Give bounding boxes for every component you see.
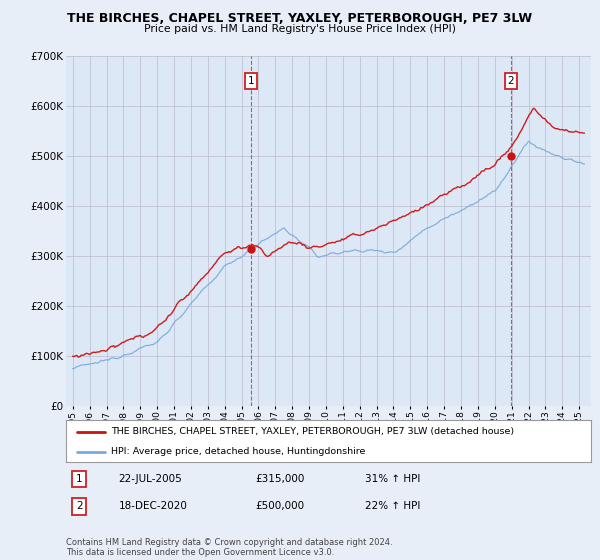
Text: 22-JUL-2005: 22-JUL-2005: [119, 474, 182, 484]
Text: 1: 1: [76, 474, 82, 484]
Text: THE BIRCHES, CHAPEL STREET, YAXLEY, PETERBOROUGH, PE7 3LW (detached house): THE BIRCHES, CHAPEL STREET, YAXLEY, PETE…: [110, 427, 514, 436]
Text: 2: 2: [76, 501, 82, 511]
Text: 2: 2: [508, 76, 514, 86]
Text: Contains HM Land Registry data © Crown copyright and database right 2024.
This d: Contains HM Land Registry data © Crown c…: [66, 538, 392, 557]
Text: HPI: Average price, detached house, Huntingdonshire: HPI: Average price, detached house, Hunt…: [110, 447, 365, 456]
Text: £315,000: £315,000: [255, 474, 304, 484]
Text: THE BIRCHES, CHAPEL STREET, YAXLEY, PETERBOROUGH, PE7 3LW: THE BIRCHES, CHAPEL STREET, YAXLEY, PETE…: [67, 12, 533, 25]
Text: £500,000: £500,000: [255, 501, 304, 511]
Text: 22% ↑ HPI: 22% ↑ HPI: [365, 501, 421, 511]
Text: 31% ↑ HPI: 31% ↑ HPI: [365, 474, 421, 484]
Text: Price paid vs. HM Land Registry's House Price Index (HPI): Price paid vs. HM Land Registry's House …: [144, 24, 456, 34]
Text: 1: 1: [248, 76, 254, 86]
Text: 18-DEC-2020: 18-DEC-2020: [119, 501, 187, 511]
